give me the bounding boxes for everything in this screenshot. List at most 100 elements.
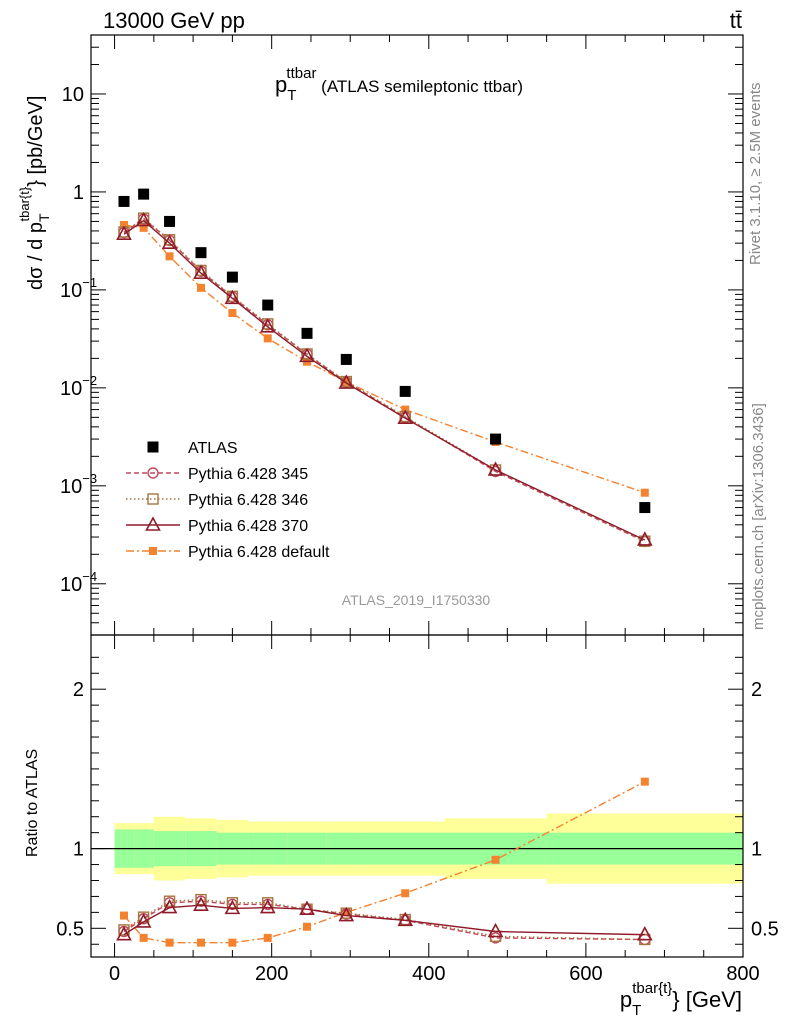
main-y-tick-exponent: −2 [82, 373, 97, 388]
point-atlas [490, 433, 502, 445]
point-p370 [338, 374, 355, 389]
ratio-point-p370 [487, 922, 504, 938]
x-axis-label: pTtbar{t}} [GeV] [620, 980, 742, 1019]
point-p370 [224, 289, 241, 305]
ratio-point-p370 [135, 913, 152, 928]
ratio-series-p370 [116, 896, 653, 941]
ratio-point-pdefault [401, 889, 410, 898]
ratio-point-pdefault [263, 933, 272, 942]
legend-entry-atlas: ATLAS [147, 440, 238, 457]
main-y-tick-label: 10−1 [60, 275, 97, 302]
ratio-point-pdefault [165, 938, 174, 947]
point-atlas [118, 195, 130, 207]
series-p370 [116, 211, 653, 546]
series-line-p370 [123, 219, 646, 541]
main-y-tick-label: 1 [73, 182, 84, 204]
ratio-point-pdefault [196, 938, 205, 947]
ratio-point-pdefault [491, 855, 500, 864]
main-y-label-sub: T [36, 213, 52, 222]
ratio-point-p346 [163, 895, 176, 907]
ratio-y-tick-label-right: 1 [751, 839, 762, 861]
point-atlas [138, 188, 150, 200]
ratio-point-p370 [259, 898, 276, 914]
x-tick-label: 800 [726, 963, 759, 985]
main-y-tick-label: 10−3 [60, 471, 97, 498]
legend-entry-p370: Pythia 6.428 370 [126, 516, 308, 535]
point-pdefault [196, 283, 205, 292]
series-line-p346 [123, 217, 646, 542]
plot-title-sub: T [287, 87, 296, 104]
legend-label-p370: Pythia 6.428 370 [188, 518, 308, 535]
legend-label-pdefault: Pythia 6.428 default [188, 544, 330, 561]
point-pdefault [139, 223, 148, 232]
legend-marker-atlas [147, 441, 159, 453]
ratio-plot-frame [90, 634, 744, 958]
point-pdefault [640, 488, 649, 497]
ratio-point-p370 [397, 911, 414, 927]
point-atlas [399, 385, 411, 397]
x-tick-label: 400 [412, 963, 445, 985]
x-tick-label: 200 [255, 963, 288, 985]
x-tick-label: 600 [569, 963, 602, 985]
point-atlas [164, 215, 176, 227]
ratio-line-p346 [123, 898, 645, 941]
series-atlas [118, 188, 651, 514]
point-atlas [340, 353, 352, 365]
legend-label-atlas: ATLAS [188, 440, 238, 457]
point-p370 [299, 347, 315, 363]
x-label-pre: p [620, 987, 632, 1012]
main-y-tick-base: 10 [60, 280, 82, 302]
main-y-tick-base: 10 [62, 84, 84, 106]
point-pdefault [263, 334, 272, 343]
main-y-tick-exponent: −1 [82, 275, 97, 290]
ratio-point-pdefault [139, 933, 148, 942]
plot-title-rest: (ATLAS semileptonic ttbar) [316, 77, 523, 96]
ratio-point-p370 [224, 899, 241, 915]
point-pdefault [119, 220, 128, 229]
plot-title: pTttbar (ATLAS semileptonic ttbar) [275, 65, 523, 104]
point-pdefault [228, 309, 237, 318]
ratio-y-tick-label: 0.5 [56, 918, 84, 940]
ratio-line-p370 [123, 904, 645, 936]
main-y-tick-base: 10 [60, 574, 82, 596]
legend-entry-p345: Pythia 6.428 345 [126, 466, 308, 483]
point-p370 [135, 211, 152, 227]
main-y-tick-base: 1 [73, 182, 84, 204]
ratio-point-p346 [118, 924, 130, 936]
ratio-line-p345 [123, 900, 645, 941]
ratio-line-pdefault [123, 781, 646, 944]
ratio-point-p370 [636, 926, 653, 941]
rivet-version-label: Rivet 3.1.10, ≥ 2.5M events [747, 83, 764, 266]
point-atlas [262, 299, 274, 311]
ratio-panel: 0.5 0.5 1 1 2 2 0 200 400 600 800 [56, 634, 779, 985]
legend-entry-pdefault: Pythia 6.428 default [126, 544, 330, 561]
point-p370 [161, 234, 178, 249]
x-label-sub: T [632, 1002, 641, 1019]
plot-title-main: p [275, 72, 287, 97]
main-y-tick-base: 10 [60, 378, 82, 400]
ratio-point-p370 [299, 900, 315, 915]
ratio-series-pdefault [119, 777, 649, 947]
ratio-point-p370 [193, 896, 209, 911]
point-atlas [195, 247, 207, 259]
x-label-sup: tbar{t} [632, 980, 672, 997]
legend: ATLAS Pythia 6.428 345 Pythia 6.428 346 Pyt… [126, 440, 330, 561]
point-p370 [193, 264, 209, 280]
process-label: tt̄ [730, 8, 742, 33]
ratio-y-tick-label: 2 [73, 679, 84, 701]
main-y-axis-label: dσ / d pTtbar{t}} [pb/GeV] [17, 96, 52, 290]
ratio-point-p370 [116, 926, 132, 941]
analysis-id-label: ATLAS_2019_I1750330 [342, 592, 491, 608]
mcplots-url-label: mcplots.cern.ch [arXiv:1306.3436] [750, 403, 767, 630]
main-y-tick-exponent: −4 [82, 569, 97, 584]
point-p370 [259, 318, 276, 333]
point-atlas [301, 327, 313, 339]
ratio-y-tick-label: 1 [73, 839, 84, 861]
ratio-point-pdefault [640, 777, 649, 786]
legend-marker-p345 [147, 467, 159, 479]
main-y-tick-label: 10−4 [60, 569, 97, 596]
ratio-point-pdefault [342, 908, 351, 917]
main-y-tick-base: 10 [60, 476, 82, 498]
